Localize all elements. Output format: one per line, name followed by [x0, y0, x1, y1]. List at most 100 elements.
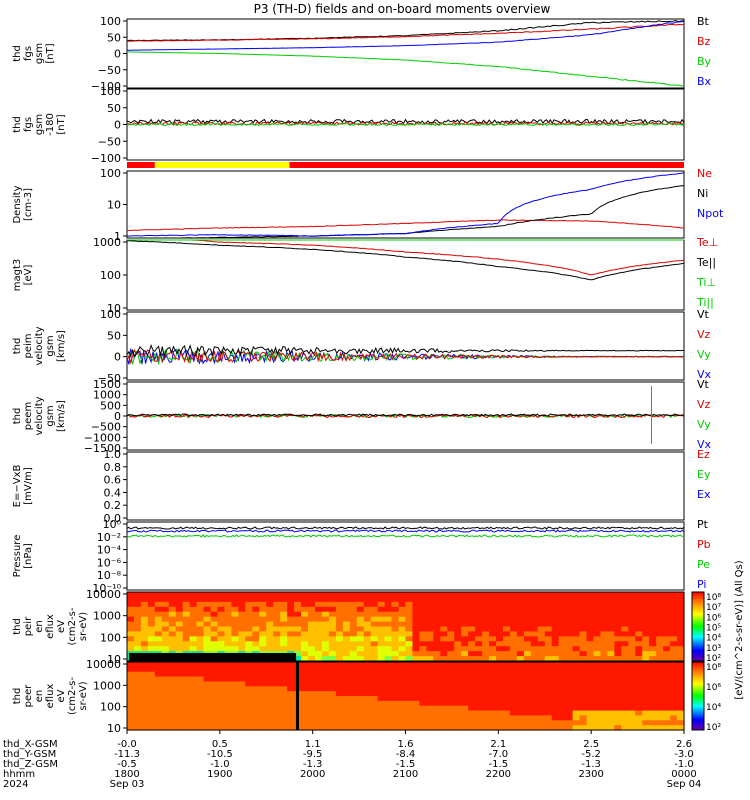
spec-cell [259, 601, 267, 608]
spec-cell [649, 601, 657, 608]
spec-cell [384, 710, 393, 717]
spec-cell [349, 705, 358, 712]
spec-cell [607, 705, 615, 712]
spec-cell [670, 696, 678, 702]
spec-cell [579, 656, 588, 662]
spec-cell [677, 646, 685, 652]
spec-cell [600, 651, 609, 657]
spec-cell [301, 592, 309, 598]
spec-cell [308, 621, 316, 628]
spec-cell [377, 700, 386, 707]
spec-cell [663, 601, 671, 608]
spec-cell [398, 710, 407, 717]
spec-cell [502, 631, 511, 637]
spec-cell [468, 686, 476, 692]
spec-cell [635, 656, 643, 662]
spec-cell [273, 641, 281, 647]
spec-cell [405, 646, 414, 652]
spec-cell [628, 651, 636, 657]
spec-cell [656, 720, 664, 726]
spec-cell [558, 631, 567, 637]
spec-cell [440, 705, 448, 712]
spec-cell [509, 725, 518, 731]
spec-cell [461, 681, 469, 687]
spec-cell [433, 720, 441, 726]
spec-cell [377, 621, 386, 628]
spec-cell [489, 626, 497, 633]
spec-cell [565, 621, 574, 628]
spec-cell [370, 601, 379, 608]
spec-cell [273, 715, 281, 721]
spec-cell [586, 631, 595, 637]
axis-tick-label: -9.5 [303, 749, 323, 760]
spec-cell [565, 710, 574, 717]
spec-cell [175, 631, 184, 637]
spec-cell [154, 596, 163, 603]
spec-cell [663, 700, 671, 707]
spec-cell [523, 641, 532, 647]
spec-cell [628, 705, 636, 712]
spec-cell [335, 720, 344, 726]
spec-cell [245, 696, 253, 702]
spec-cell [363, 606, 372, 613]
ytick-label: 10⁻² [97, 531, 121, 544]
spec-cell [196, 611, 205, 618]
spec-cell [384, 646, 393, 652]
spec-cell [175, 691, 184, 697]
spec-cell [217, 596, 226, 603]
spec-cell [391, 662, 400, 668]
spec-cell [377, 646, 386, 652]
spec-cell [384, 616, 393, 623]
ylabel: magt3[eV] [12, 259, 34, 292]
spec-cell [663, 686, 671, 692]
spec-cell [405, 601, 414, 608]
spec-cell [523, 646, 532, 652]
spec-cell [224, 686, 233, 692]
spec-cell [670, 601, 678, 608]
spec-cell [454, 616, 462, 623]
spec-cell [398, 666, 407, 673]
spec-cell [558, 676, 567, 683]
spec-cell [349, 696, 358, 702]
spec-cell [147, 686, 156, 692]
spec-cell [642, 666, 650, 673]
spec-cell [245, 700, 253, 707]
spec-cell [147, 631, 156, 637]
spec-cell [280, 641, 288, 647]
spec-cell [565, 671, 574, 678]
spec-cell [314, 651, 323, 657]
spec-cell [175, 671, 184, 678]
spec-cell [301, 710, 309, 717]
spec-cell [593, 696, 602, 702]
panel-frame [126, 451, 685, 521]
spec-cell [321, 621, 330, 628]
spec-cell [287, 662, 295, 668]
spec-cell [259, 662, 267, 668]
spec-cell [509, 662, 518, 668]
spec-cell [496, 720, 504, 726]
spec-cell [496, 621, 504, 628]
spec-cell [328, 686, 337, 692]
spec-cell [203, 715, 212, 721]
flag-bar-yellow [154, 162, 290, 168]
spec-cell [252, 700, 260, 707]
spec-cell [314, 676, 323, 683]
spec-cell [335, 696, 344, 702]
spec-cell [642, 606, 650, 613]
spec-cell [231, 710, 239, 717]
spec-cell [384, 601, 393, 608]
spec-cell [405, 696, 414, 702]
spec-cell [266, 636, 274, 642]
spec-cell [133, 666, 142, 673]
spec-cell [516, 601, 525, 608]
spec-cell [461, 671, 469, 678]
spec-cell [168, 636, 177, 642]
spec-cell [509, 646, 518, 652]
spec-cell [287, 671, 295, 678]
spec-cell [377, 686, 386, 692]
spec-cell [433, 606, 441, 613]
spec-cell [349, 720, 358, 726]
spec-cell [419, 606, 427, 613]
spec-cell [558, 662, 567, 668]
spec-cell [454, 676, 462, 683]
